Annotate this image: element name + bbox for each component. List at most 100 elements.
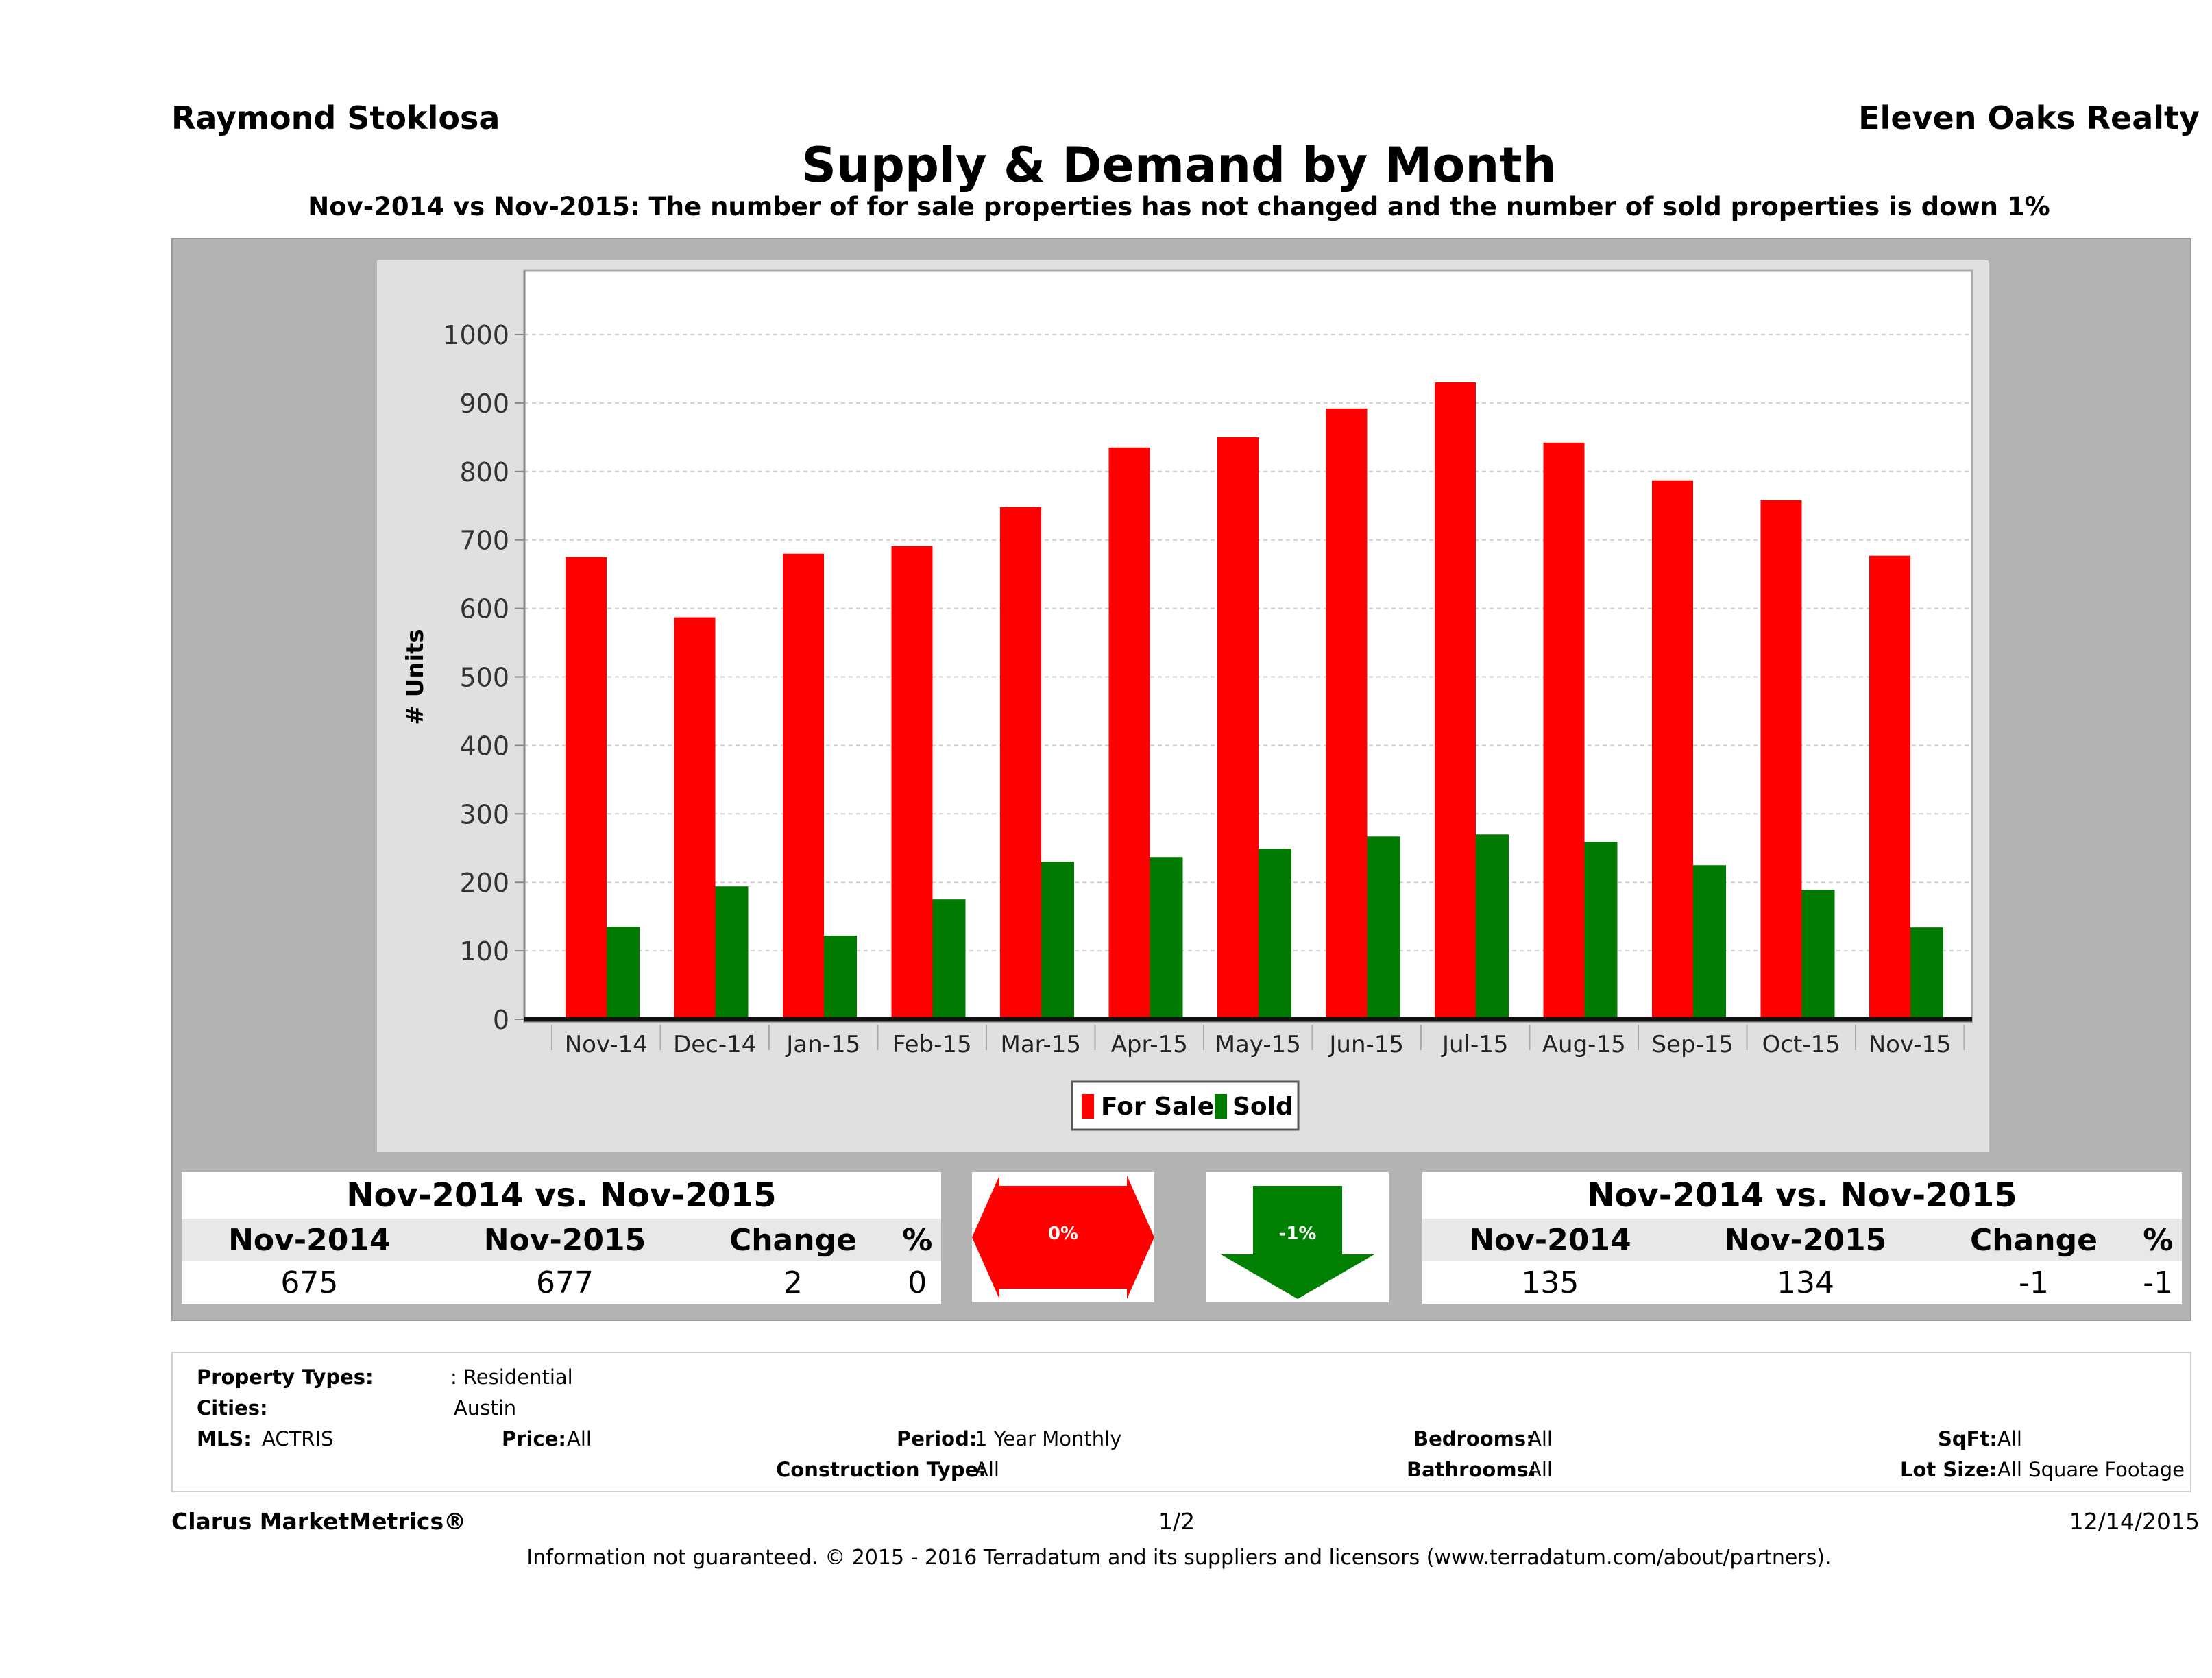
sold-stats-table: Nov-2014 vs. Nov-2015 Nov-2014 Nov-2015 … <box>1422 1172 2182 1304</box>
report-subtitle: Nov-2014 vs Nov-2015: The number of for … <box>308 192 2050 221</box>
y-tick-label: 0 <box>493 1005 509 1035</box>
bathrooms-label: Bathrooms: <box>1407 1458 1537 1481</box>
for-sale-change-label: 0% <box>1047 1224 1079 1244</box>
bar-sold <box>1367 836 1400 1019</box>
y-tick-label: 1000 <box>443 320 509 350</box>
stat-value: -1 <box>2018 1265 2049 1300</box>
legend-swatch-sold <box>1215 1094 1227 1119</box>
y-tick-label: 100 <box>459 936 509 966</box>
period-value: 1 Year Monthly <box>975 1427 1122 1450</box>
brokerage-name: Eleven Oaks Realty <box>1858 99 2200 136</box>
col-header: Nov-2015 <box>1724 1222 1887 1258</box>
sqft-label: SqFt: <box>1938 1427 1997 1450</box>
bar-sold <box>715 886 749 1019</box>
bar-for-sale <box>1326 408 1368 1019</box>
sold-change-indicator: -1% <box>1206 1172 1389 1302</box>
col-header: Nov-2014 <box>1469 1222 1631 1258</box>
bedrooms-value: All <box>1528 1427 1553 1450</box>
bar-for-sale <box>674 617 716 1019</box>
sold-stats-box <box>1422 1172 2182 1304</box>
report-title: Supply & Demand by Month <box>801 137 1557 193</box>
bar-for-sale <box>1543 442 1585 1019</box>
x-tick-label: Dec-14 <box>673 1031 756 1058</box>
x-tick-label: Nov-15 <box>1869 1031 1952 1058</box>
col-header: Change <box>1969 1222 2098 1258</box>
bar-sold <box>1041 862 1074 1019</box>
bar-sold <box>1259 849 1291 1019</box>
stat-value: 675 <box>280 1265 339 1300</box>
filters-box: Property Types: : Residential Cities: Au… <box>171 1352 2191 1492</box>
price-label: Price: <box>502 1427 566 1450</box>
lot-size-label: Lot Size: <box>1900 1458 1997 1481</box>
bar-chart: 0 100 200 300 400 500 600 700 800 900 1000 # Units N… <box>402 269 1973 1131</box>
col-header: Nov-2015 <box>483 1222 646 1258</box>
bar-sold <box>607 927 640 1019</box>
bar-sold <box>932 899 966 1019</box>
bathrooms-value: All <box>1528 1458 1553 1481</box>
legend-label-sold: Sold <box>1232 1093 1293 1121</box>
y-axis-label: # Units <box>402 629 429 725</box>
sold-stats-caption: Nov-2014 vs. Nov-2015 <box>1587 1176 2017 1215</box>
bar-sold <box>1693 865 1726 1019</box>
for-sale-change-indicator: 0% <box>972 1172 1154 1302</box>
report-date: 12/14/2015 <box>2069 1508 2200 1535</box>
y-tick-label: 600 <box>459 594 509 624</box>
period-label: Period: <box>897 1427 977 1450</box>
sold-change-label: -1% <box>1278 1224 1317 1244</box>
sqft-value: All <box>1997 1427 2022 1450</box>
x-tick-label: Oct-15 <box>1762 1031 1840 1058</box>
bar-for-sale <box>566 557 607 1019</box>
bar-for-sale <box>1652 480 1693 1019</box>
bar-for-sale <box>1435 382 1476 1019</box>
footer-brand: Clarus MarketMetrics® <box>171 1508 467 1535</box>
bar-sold <box>1584 842 1618 1019</box>
legend-box <box>1071 1080 1300 1131</box>
x-tick-label: Mar-15 <box>1000 1031 1081 1058</box>
x-tick-label: Feb-15 <box>892 1031 972 1058</box>
mls-value: ACTRIS <box>262 1427 334 1450</box>
x-tick-label: Jul-15 <box>1441 1031 1509 1058</box>
y-tick-label: 500 <box>459 663 509 693</box>
x-tick-label: Apr-15 <box>1111 1031 1188 1058</box>
price-value: All <box>567 1427 592 1450</box>
col-header: % <box>2143 1222 2174 1258</box>
property-types-label: Property Types: <box>197 1365 374 1389</box>
stat-value: 0 <box>908 1265 927 1300</box>
lot-size-value: All Square Footage <box>1997 1458 2185 1481</box>
x-tick-label: Aug-15 <box>1542 1031 1626 1058</box>
bar-for-sale <box>1000 507 1041 1019</box>
disclaimer: Information not guaranteed. © 2015 - 201… <box>526 1546 1832 1570</box>
bar-for-sale <box>891 546 933 1019</box>
bedrooms-label: Bedrooms: <box>1413 1427 1534 1450</box>
for-sale-stats-box <box>182 1172 941 1304</box>
col-header: Change <box>729 1222 857 1258</box>
down-arrow-icon <box>1221 1186 1374 1299</box>
for-sale-stats-caption: Nov-2014 vs. Nov-2015 <box>346 1176 777 1215</box>
y-tick-label: 400 <box>459 731 509 761</box>
stat-value: 677 <box>536 1265 594 1300</box>
bar-for-sale <box>783 553 824 1019</box>
cities-value: Austin <box>454 1396 517 1420</box>
stat-value: -1 <box>2143 1265 2174 1300</box>
col-header: % <box>902 1222 933 1258</box>
stat-value: 2 <box>783 1265 803 1300</box>
y-tick-label: 700 <box>459 526 509 556</box>
bar-for-sale <box>1217 437 1259 1019</box>
page-number: 1/2 <box>1158 1508 1195 1535</box>
bar-sold <box>1150 857 1183 1019</box>
bar-sold <box>1910 927 1943 1019</box>
double-arrow-icon <box>972 1176 1154 1299</box>
x-tick-label: May-15 <box>1215 1031 1301 1058</box>
bar-sold <box>1476 834 1509 1019</box>
property-types-value: : Residential <box>450 1365 573 1389</box>
y-tick-label: 300 <box>459 799 509 829</box>
y-tick-label: 200 <box>459 868 509 898</box>
bar-for-sale <box>1869 555 1910 1019</box>
x-tick-label: Nov-14 <box>565 1031 648 1058</box>
x-tick-label: Sep-15 <box>1651 1031 1734 1058</box>
bar-sold <box>824 936 857 1019</box>
col-header: Nov-2014 <box>228 1222 391 1258</box>
legend-swatch-for-sale <box>1082 1094 1094 1119</box>
stat-value: 134 <box>1777 1265 1835 1300</box>
bar-for-sale <box>1760 500 1802 1019</box>
